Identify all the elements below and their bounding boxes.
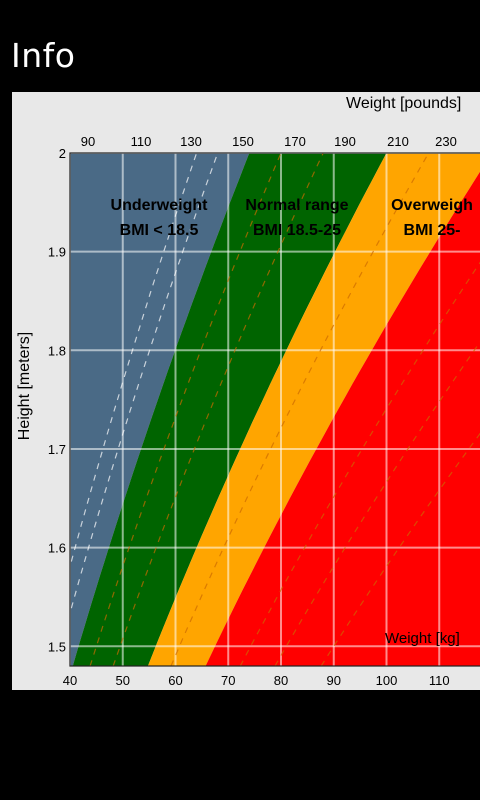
- x-tick-label: 70: [221, 673, 235, 688]
- x2-axis-title: Weight [pounds]: [346, 95, 461, 112]
- x-tick-label: 40: [63, 673, 77, 688]
- x-tick-label: 90: [327, 673, 341, 688]
- zone-bmi-underweight: BMI < 18.5: [120, 222, 199, 239]
- page-title: Info: [11, 36, 76, 75]
- zone-labels: Underweight BMI < 18.5 Normal range BMI 18.…: [111, 197, 473, 239]
- chart-grid: [70, 153, 480, 666]
- y-tick-label: 1.9: [48, 245, 66, 260]
- x-tick-label: 60: [168, 673, 182, 688]
- y-tick-label: 1.7: [48, 442, 66, 457]
- zone-obese: [205, 171, 480, 666]
- x2-tick-label: 210: [387, 134, 409, 149]
- zone-name-overweight: Overweigh: [391, 197, 473, 214]
- x-tick-label: 100: [376, 673, 398, 688]
- y-tick-label: 1.6: [48, 541, 66, 556]
- bmi-guide-line: [274, 341, 480, 666]
- x2-tick-label: 150: [232, 134, 254, 149]
- x2-tick-label: 170: [284, 134, 306, 149]
- zone-bmi-overweight: BMI 25-: [404, 222, 461, 239]
- zone-underweight: [70, 153, 250, 666]
- bmi-guide-line: [239, 261, 480, 666]
- zone-name-underweight: Underweight: [111, 197, 209, 214]
- x-tick-label: 110: [429, 673, 450, 688]
- y-axis-title: Height [meters]: [16, 332, 33, 440]
- y-tick-label: 1.8: [48, 343, 66, 358]
- x2-tick-label: 230: [435, 134, 457, 149]
- bmi-chart: Underweight BMI < 18.5 Normal range BMI 18.…: [12, 92, 480, 690]
- bmi-chart-svg: Underweight BMI < 18.5 Normal range BMI 18.…: [16, 95, 480, 688]
- x2-tick-label: 90: [81, 134, 95, 149]
- axis-ticks: 40 50 60 70 80 90 100 110 2 1.9 1.8 1.7 1.6 1.5 90 110 1…: [48, 134, 457, 688]
- x-tick-label: 50: [116, 673, 130, 688]
- plot-border: [69, 152, 480, 667]
- bmi-guide-line: [70, 153, 219, 616]
- y-tick-label: 1.5: [48, 639, 66, 654]
- plot-frame: [69, 152, 480, 667]
- zone-name-normal: Normal range: [245, 197, 348, 214]
- bmi-guide-line: [112, 153, 324, 666]
- zone-overweight: [147, 153, 480, 666]
- x-axis-title: Weight [kg]: [385, 630, 460, 647]
- y-tick-label: 2: [59, 146, 66, 161]
- axis-titles: Weight [pounds] Weight [kg] Height [meters…: [16, 95, 461, 647]
- zone-normal: [72, 153, 387, 666]
- zone-bmi-normal: BMI 18.5-25: [253, 222, 341, 239]
- x-tick-label: 80: [274, 673, 288, 688]
- bmi-guide-line: [70, 153, 198, 569]
- bmi-guide-line: [89, 153, 282, 666]
- x2-tick-label: 130: [180, 134, 202, 149]
- x2-tick-label: 110: [131, 134, 152, 149]
- x2-tick-label: 190: [334, 134, 356, 149]
- bmi-zones: [70, 153, 480, 666]
